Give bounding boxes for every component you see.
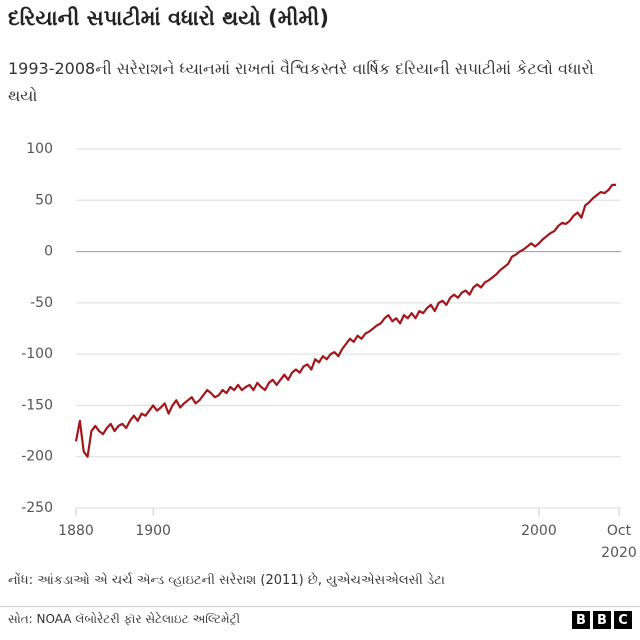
y-tick-label: -150 xyxy=(21,397,53,413)
logo-letter: B xyxy=(572,611,590,629)
y-tick-label: -100 xyxy=(21,346,53,362)
y-tick-label: 50 xyxy=(35,192,53,208)
note: નોંધ: આંકડાઓ એ ચર્ચ ઍન્ડ વ્હાઇટની સરેરાશ… xyxy=(8,573,445,588)
x-tick-label: 1900 xyxy=(135,523,171,539)
y-tick-label: 100 xyxy=(26,141,53,157)
source: સોત: NOAA લૅબોરેટરી ફૉર સેટેલાઇટ અલ્ટિમે… xyxy=(8,612,241,626)
y-tick-label: -200 xyxy=(21,449,53,465)
logo-letter: B xyxy=(593,611,611,629)
y-tick-label: -250 xyxy=(21,500,53,516)
x-tick-label: 1880 xyxy=(58,523,94,539)
separator xyxy=(0,606,640,607)
chart-title: દરિયાની સપાટીમાં વધારો થયો (મીમી) xyxy=(8,6,329,30)
x-tick-label: Oct 2020 xyxy=(601,523,637,561)
logo-letter: C xyxy=(614,611,632,629)
chart-subtitle: 1993-2008ની સરેરાશને ધ્યાનમાં રાખતાં વૈશ… xyxy=(8,59,594,105)
x-tick-label: 2000 xyxy=(521,523,557,539)
y-tick-label: 0 xyxy=(44,244,53,260)
y-tick-label: -50 xyxy=(30,295,53,311)
data-line xyxy=(74,183,617,458)
